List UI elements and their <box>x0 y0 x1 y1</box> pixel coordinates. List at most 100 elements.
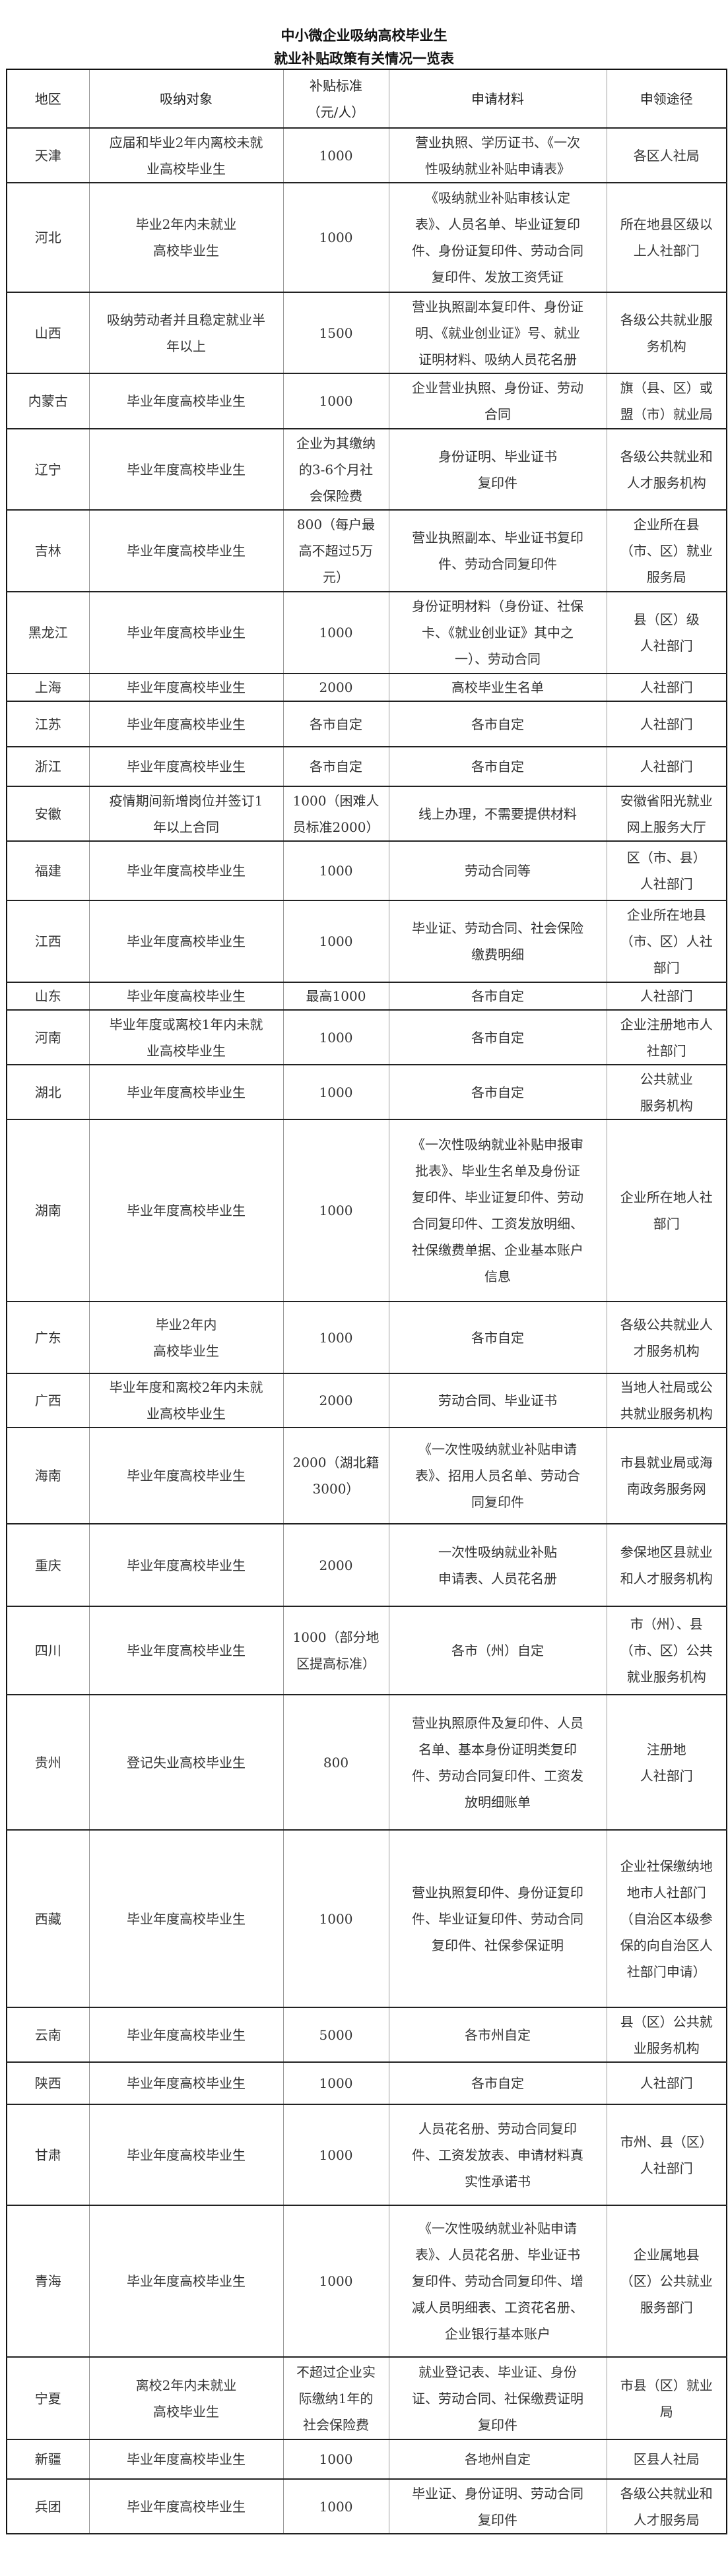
standard-cell: 1000 <box>282 2478 389 2534</box>
target-cell: 疫情期间新增岗位并签订1 年以上合同 <box>88 786 284 842</box>
materials-cell: 一次性吸纳就业补贴 申请表、人员花名册 <box>388 1523 607 1607</box>
materials-cell: 毕业证、身份证明、劳动合同 复印件 <box>388 2478 607 2534</box>
target-cell: 吸纳劳动者并且稳定就业半 年以上 <box>88 292 284 374</box>
region-cell: 四川 <box>6 1606 90 1695</box>
region-cell: 青海 <box>6 2205 90 2358</box>
target-cell: 毕业年度高校毕业生 <box>88 2061 284 2105</box>
channel-cell: 企业注册地市人 社部门 <box>606 1009 727 1065</box>
region-cell: 湖北 <box>6 1064 90 1120</box>
channel-cell: 各区人社局 <box>606 127 727 183</box>
target-cell: 毕业年度高校毕业生 <box>88 1119 284 1302</box>
materials-cell: 身份证明、毕业证书 复印件 <box>388 428 607 511</box>
target-cell: 毕业年度高校毕业生 <box>88 1606 284 1695</box>
standard-cell: 各市自定 <box>282 746 389 787</box>
standard-cell: 1000（部分地 区提高标准） <box>282 1606 389 1695</box>
materials-cell: 高校毕业生名单 <box>388 673 607 702</box>
channel-cell: 人社部门 <box>606 701 727 747</box>
region-cell: 浙江 <box>6 746 90 787</box>
channel-cell: 所在地县区级以 上人社部门 <box>606 182 727 293</box>
region-cell: 新疆 <box>6 2439 90 2480</box>
target-cell: 毕业年度高校毕业生 <box>88 1064 284 1120</box>
target-cell: 登记失业高校毕业生 <box>88 1694 284 1831</box>
standard-cell: 1000 <box>282 2439 389 2480</box>
table-row: 安徽 疫情期间新增岗位并签订1 年以上合同 1000（困难人 员标准2000） 线上办… <box>6 786 727 842</box>
target-cell: 毕业年度高校毕业生 <box>88 2205 284 2358</box>
table-row: 浙江 毕业年度高校毕业生 各市自定 各市自定 人社部门 <box>6 746 727 787</box>
standard-cell: 各市自定 <box>282 701 389 747</box>
table-row: 黑龙江 毕业年度高校毕业生 1000 身份证明材料（身份证、社保 卡、《就业创业证》其… <box>6 591 727 674</box>
header-channel: 申领途径 <box>606 69 727 129</box>
standard-cell: 1000 <box>282 2104 389 2206</box>
region-cell: 山东 <box>6 982 90 1011</box>
channel-cell: 企业属地县 （区）公共就业 服务部门 <box>606 2205 727 2358</box>
standard-cell: 2000 <box>282 673 389 702</box>
standard-cell: 2000 <box>282 1523 389 1607</box>
region-cell: 内蒙古 <box>6 373 90 429</box>
region-cell: 天津 <box>6 127 90 183</box>
materials-cell: 《吸纳就业补贴审核认定 表》、人员名单、毕业证复印 件、身份证复印件、劳动合同 … <box>388 182 607 293</box>
standard-cell: 1000 <box>282 1301 389 1374</box>
region-cell: 辽宁 <box>6 428 90 511</box>
table-row: 兵团 毕业年度高校毕业生 1000 毕业证、身份证明、劳动合同 复印件 各级公共就业和 … <box>6 2478 727 2534</box>
target-cell: 毕业年度高校毕业生 <box>88 2478 284 2534</box>
table-row: 新疆 毕业年度高校毕业生 1000 各地州自定 区县人社局 <box>6 2439 727 2480</box>
materials-cell: 线上办理，不需要提供材料 <box>388 786 607 842</box>
standard-cell: 1000 <box>282 2205 389 2358</box>
channel-cell: 各级公共就业和 人才服务局 <box>606 2478 727 2534</box>
table-row: 西藏 毕业年度高校毕业生 1000 营业执照复印件、身份证复印 件、毕业证复印件、劳动… <box>6 1829 727 2008</box>
header-row: 地区 吸纳对象 补贴标准 （元/人） 申请材料 申领途径 <box>6 69 727 129</box>
channel-cell: 企业所在县 （市、区）就业 服务局 <box>606 509 727 592</box>
materials-cell: 《一次性吸纳就业补贴申请 表》、人员花名册、毕业证书 复印件、劳动合同复印件、增… <box>388 2205 607 2358</box>
channel-cell: 各级公共就业和 人才服务机构 <box>606 428 727 511</box>
channel-cell: 公共就业 服务机构 <box>606 1064 727 1120</box>
region-cell: 贵州 <box>6 1694 90 1831</box>
materials-cell: 《一次性吸纳就业补贴申报审 批表》、毕业生名单及身份证 复印件、毕业证复印件、劳… <box>388 1119 607 1302</box>
channel-cell: 人社部门 <box>606 982 727 1011</box>
standard-cell: 800（每户最 高不超过5万 元） <box>282 509 389 592</box>
region-cell: 福建 <box>6 840 90 901</box>
channel-cell: 注册地 人社部门 <box>606 1694 727 1831</box>
materials-cell: 劳动合同等 <box>388 840 607 901</box>
materials-cell: 营业执照副本复印件、身份证 明、《就业创业证》号、就业 证明材料、吸纳人员花名册 <box>388 292 607 374</box>
standard-cell: 5000 <box>282 2007 389 2063</box>
table-row: 辽宁 毕业年度高校毕业生 企业为其缴纳 的3-6个月社 会保险费 身份证明、毕业证书 … <box>6 428 727 511</box>
materials-cell: 劳动合同、毕业证书 <box>388 1373 607 1428</box>
channel-cell: 参保地区县就业 和人才服务机构 <box>606 1523 727 1607</box>
target-cell: 毕业年度高校毕业生 <box>88 373 284 429</box>
region-cell: 江西 <box>6 900 90 983</box>
channel-cell: 企业所在地县 （市、区）人社 部门 <box>606 900 727 983</box>
region-cell: 山西 <box>6 292 90 374</box>
table-row: 宁夏 离校2年内未就业 高校毕业生 不超过企业实 际缴纳1年的 社会保险费 就业登记表… <box>6 2356 727 2440</box>
target-cell: 毕业年度高校毕业生 <box>88 900 284 983</box>
standard-cell: 1000 <box>282 182 389 293</box>
table-row: 河北 毕业2年内未就业 高校毕业生 1000 《吸纳就业补贴审核认定 表》、人员名单、… <box>6 182 727 293</box>
materials-cell: 各市自定 <box>388 1301 607 1374</box>
region-cell: 广西 <box>6 1373 90 1428</box>
channel-cell: 人社部门 <box>606 673 727 702</box>
table-row: 广西 毕业年度和离校2年内未就 业高校毕业生 2000 劳动合同、毕业证书 当地人社局或… <box>6 1373 727 1428</box>
standard-cell: 1000 <box>282 2061 389 2105</box>
standard-cell: 1000 <box>282 900 389 983</box>
region-cell: 江苏 <box>6 701 90 747</box>
channel-cell: 旗（县、区）或 盟（市）就业局 <box>606 373 727 429</box>
standard-cell: 2000 <box>282 1373 389 1428</box>
materials-cell: 营业执照、学历证书、《一次 性吸纳就业补贴申请表》 <box>388 127 607 183</box>
standard-cell: 1000 <box>282 840 389 901</box>
target-cell: 毕业年度高校毕业生 <box>88 2007 284 2063</box>
channel-cell: 安徽省阳光就业 网上服务大厅 <box>606 786 727 842</box>
channel-cell: 企业所在地人社 部门 <box>606 1119 727 1302</box>
standard-cell: 不超过企业实 际缴纳1年的 社会保险费 <box>282 2356 389 2440</box>
materials-cell: 各市（州）自定 <box>388 1606 607 1695</box>
region-cell: 甘肃 <box>6 2104 90 2206</box>
materials-cell: 各市自定 <box>388 982 607 1011</box>
materials-cell: 各市自定 <box>388 2061 607 2105</box>
standard-cell: 1500 <box>282 292 389 374</box>
materials-cell: 就业登记表、毕业证、身份 证、劳动合同、社保缴费证明 复印件 <box>388 2356 607 2440</box>
header-materials: 申请材料 <box>388 69 607 129</box>
channel-cell: 区（市、县） 人社部门 <box>606 840 727 901</box>
materials-cell: 身份证明材料（身份证、社保 卡、《就业创业证》其中之 一）、劳动合同 <box>388 591 607 674</box>
channel-cell: 市县就业局或海 南政务服务网 <box>606 1427 727 1524</box>
materials-cell: 各市自定 <box>388 701 607 747</box>
region-cell: 广东 <box>6 1301 90 1374</box>
target-cell: 毕业2年内 高校毕业生 <box>88 1301 284 1374</box>
